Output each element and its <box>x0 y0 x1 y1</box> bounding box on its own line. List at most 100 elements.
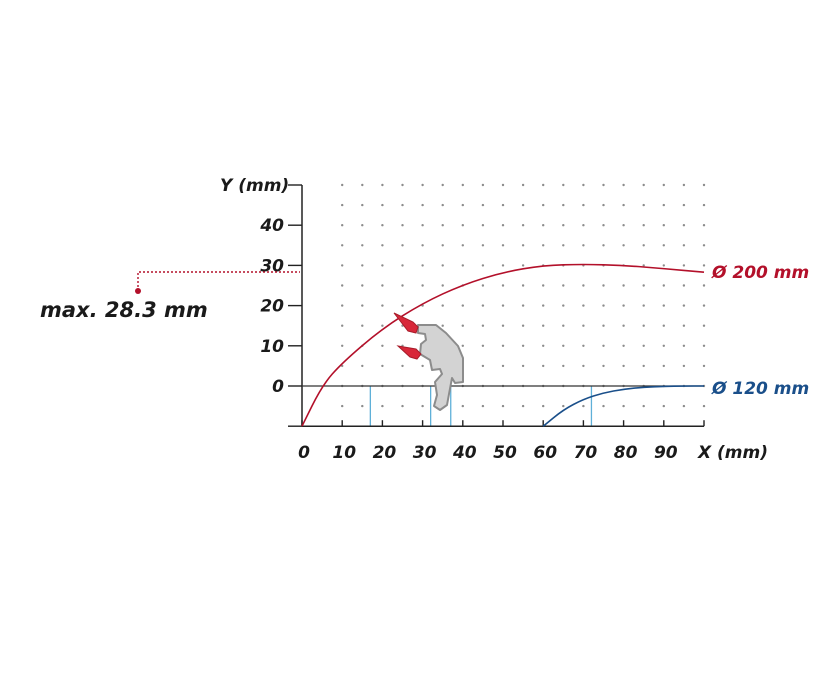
grid-dot <box>381 404 384 408</box>
grid-dot <box>521 203 525 207</box>
grid-dot <box>582 344 585 347</box>
grid-dot <box>501 203 505 207</box>
grid-dot <box>461 183 464 187</box>
grid-dot <box>582 404 585 408</box>
grid-dot <box>662 284 665 287</box>
grid-dot <box>361 183 364 187</box>
grid-dot <box>602 344 605 347</box>
grid-dot <box>381 304 384 307</box>
x-tick-label: 30 <box>413 443 437 463</box>
grid-dot <box>642 264 645 267</box>
grid-dot <box>521 304 525 307</box>
grid-dot <box>602 183 605 187</box>
max-annotation-label: max. 28.3 mm <box>40 298 208 322</box>
grid-dot <box>461 304 464 307</box>
grid-dot <box>682 203 686 207</box>
grid-dot <box>602 284 605 287</box>
grid-dot <box>642 404 645 408</box>
grid-dot <box>582 203 585 207</box>
grid-dot <box>562 304 565 307</box>
grid-dot <box>642 224 645 227</box>
x-tick-label: 0 <box>298 443 310 463</box>
grid-dot <box>441 244 444 247</box>
grid-dot <box>562 404 565 408</box>
grid-dot <box>421 244 424 247</box>
grid-dot <box>441 324 444 327</box>
grid-dot <box>461 244 464 247</box>
grid-dot <box>421 264 424 267</box>
grid-dot <box>642 344 645 347</box>
grid-dot <box>662 183 665 187</box>
grid-dot <box>582 224 585 227</box>
grid-dot <box>542 244 545 247</box>
grid-dot <box>341 264 344 267</box>
grid-dot <box>461 264 464 267</box>
aluminium-profile-icon <box>417 324 464 411</box>
grid-dot <box>662 203 665 207</box>
grid-dot <box>341 284 344 287</box>
grid-dot <box>682 284 686 287</box>
grid-dot <box>481 264 485 267</box>
grid-dot <box>682 183 686 187</box>
grid-dot <box>622 404 625 408</box>
grid-dot <box>622 364 625 368</box>
grid-dot <box>702 203 706 207</box>
grid-dot <box>562 183 565 187</box>
grid-dot <box>542 183 545 187</box>
grid-dot <box>501 364 505 368</box>
grid-dot <box>361 324 364 327</box>
x-tick-label: 60 <box>533 443 557 463</box>
grid-dot <box>602 244 605 247</box>
grid-dot <box>662 224 665 227</box>
grid-dot <box>622 324 625 327</box>
grid-dot <box>401 224 404 227</box>
grid-dot <box>562 324 565 327</box>
grid-dot <box>441 183 444 187</box>
grid-dot <box>421 284 424 287</box>
grid-dot <box>542 364 545 368</box>
grid-dot <box>481 324 485 327</box>
grid-dot <box>562 344 565 347</box>
grid-dot <box>341 224 344 227</box>
grid-dot <box>602 364 605 368</box>
grid-dot <box>582 244 585 247</box>
series-lines <box>301 263 705 427</box>
grid-dot <box>542 404 545 408</box>
grid-dot <box>441 284 444 287</box>
grid-dot <box>341 203 344 207</box>
grid-dot <box>381 183 384 187</box>
grid-dot <box>521 404 525 408</box>
series-line-1 <box>542 385 704 427</box>
grid-dot <box>622 284 625 287</box>
grid-dot <box>421 364 424 368</box>
grid-dot <box>642 203 645 207</box>
grid-dot <box>361 244 364 247</box>
grid-dot <box>602 224 605 227</box>
x-tick-label: 40 <box>452 443 477 463</box>
x-tick-label: 50 <box>493 443 517 463</box>
grid-dot <box>481 284 485 287</box>
tick-labels: 0 10 20 30 40 0 10 20 30 40 50 60 70 80 90 <box>259 216 677 463</box>
grid-dot <box>521 264 525 267</box>
grid-dot <box>521 364 525 368</box>
grid-dot <box>602 404 605 408</box>
grid-dot <box>702 364 706 368</box>
reference-lines <box>369 386 593 427</box>
y-axis-title: Y (mm) <box>220 176 289 196</box>
grid-dot <box>582 324 585 327</box>
grid-dot <box>441 203 444 207</box>
grid-dot <box>501 183 505 187</box>
grid-dot <box>341 404 344 408</box>
y-tick-label: 0 <box>272 377 284 397</box>
grid-dot <box>662 324 665 327</box>
grid-dot <box>341 344 344 347</box>
grid-dot <box>562 244 565 247</box>
grid-dot <box>501 264 505 267</box>
grid-dot <box>521 183 525 187</box>
grid-dot <box>421 224 424 227</box>
grid-dot <box>662 264 665 267</box>
grid-dot <box>361 264 364 267</box>
grid-dot <box>562 224 565 227</box>
grid-dot <box>401 304 404 307</box>
grid-dot <box>381 264 384 267</box>
